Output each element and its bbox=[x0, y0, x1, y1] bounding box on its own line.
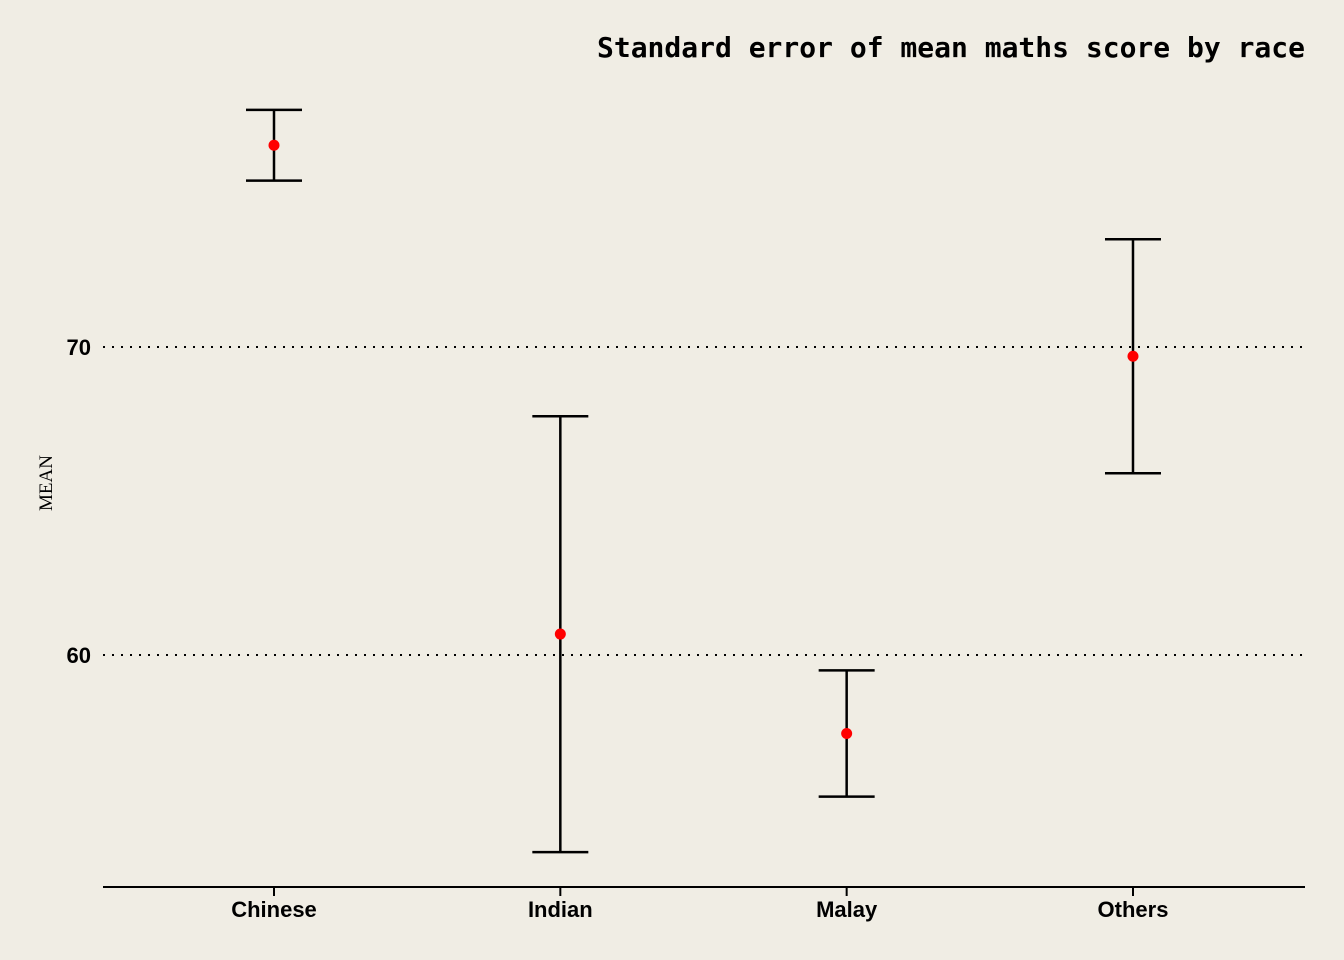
chart-title: Standard error of mean maths score by ra… bbox=[597, 31, 1305, 64]
label-layer: Standard error of mean maths score by ra… bbox=[36, 31, 1305, 922]
grid-layer bbox=[103, 346, 1305, 656]
x-tick-label: Malay bbox=[816, 897, 878, 922]
mean-point bbox=[554, 628, 566, 640]
x-tick-label: Chinese bbox=[231, 897, 317, 922]
y-tick-label: 70 bbox=[67, 335, 91, 360]
y-axis-label: MEAN bbox=[36, 455, 57, 511]
mean-point bbox=[268, 139, 280, 151]
mean-point bbox=[1127, 350, 1139, 362]
x-tick-label: Indian bbox=[528, 897, 593, 922]
errorbar-layer bbox=[246, 108, 1161, 854]
mean-point bbox=[841, 728, 853, 740]
x-tick-label: Others bbox=[1098, 897, 1169, 922]
y-tick-label: 60 bbox=[67, 643, 91, 668]
